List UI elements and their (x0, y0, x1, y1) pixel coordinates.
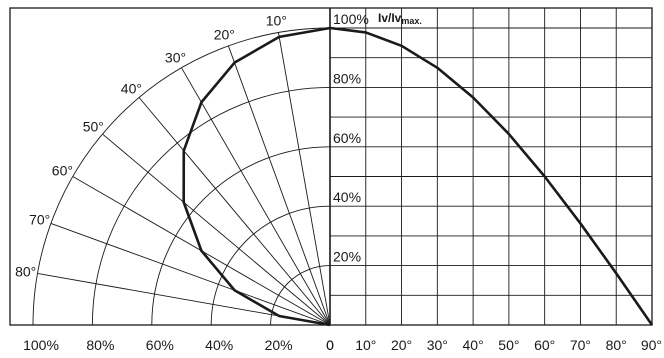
x-tick-label: 10° (355, 337, 376, 353)
angle-tick-label: 70° (29, 211, 50, 227)
x-tick-label: 70° (570, 337, 591, 353)
polar-arc (151, 146, 331, 325)
polar-radial-line (102, 133, 331, 325)
polar-radial-line (50, 222, 331, 325)
x-tick-label: 60° (534, 337, 555, 353)
radial-tick-label: 20% (265, 337, 293, 353)
angle-tick-label: 80° (15, 263, 36, 279)
y-axis-unit-label: Iv/Ivmax. (378, 11, 422, 26)
x-tick-label: 40° (463, 337, 484, 353)
polar-arc (32, 27, 331, 325)
polar-arc (270, 265, 331, 325)
radial-tick-label: 0 (326, 337, 334, 353)
polar-radial-line (227, 45, 331, 325)
x-tick-label: 30° (427, 337, 448, 353)
y-tick-label: 40% (333, 189, 361, 205)
outer-frame (9, 7, 653, 326)
x-tick-label: 90° (641, 337, 662, 353)
polar-arc (210, 205, 331, 325)
angle-tick-label: 30° (165, 49, 186, 65)
angle-tick-label: 60° (52, 163, 73, 179)
cartesian-grid (329, 8, 653, 325)
angle-tick-label: 50° (83, 118, 104, 134)
tick-labels: 100% 80% 60% 40% 20% 0 10° 20° 30° 40° 50° 60° 70° 80… (15, 11, 662, 353)
polar-radial-line (138, 97, 331, 325)
radial-tick-label: 80% (86, 337, 114, 353)
y-tick-label: 60% (333, 130, 361, 146)
x-tick-label: 50° (498, 337, 519, 353)
polar-radial-line (277, 32, 331, 325)
cartesian-intensity-curve (329, 26, 654, 326)
radial-tick-label: 60% (146, 337, 174, 353)
x-tick-label: 0 (326, 337, 334, 353)
chart-frame (9, 7, 653, 326)
x-tick-label: 20° (391, 337, 412, 353)
angle-tick-label: 40° (121, 80, 142, 96)
y-tick-label: 100% (333, 11, 369, 27)
radial-tick-label: 40% (205, 337, 233, 353)
curves (182, 26, 654, 327)
y-tick-label: 80% (333, 70, 361, 86)
angle-tick-label: 10° (266, 13, 287, 29)
polar-radial-line (181, 67, 331, 325)
x-tick-label: 80° (606, 337, 627, 353)
y-tick-label: 20% (333, 249, 361, 265)
radial-tick-label: 100% (23, 337, 59, 353)
polar-intensity-curve (182, 26, 331, 327)
polar-arc (91, 86, 331, 325)
angle-tick-label: 20° (214, 27, 235, 43)
polar-grid (32, 27, 331, 325)
